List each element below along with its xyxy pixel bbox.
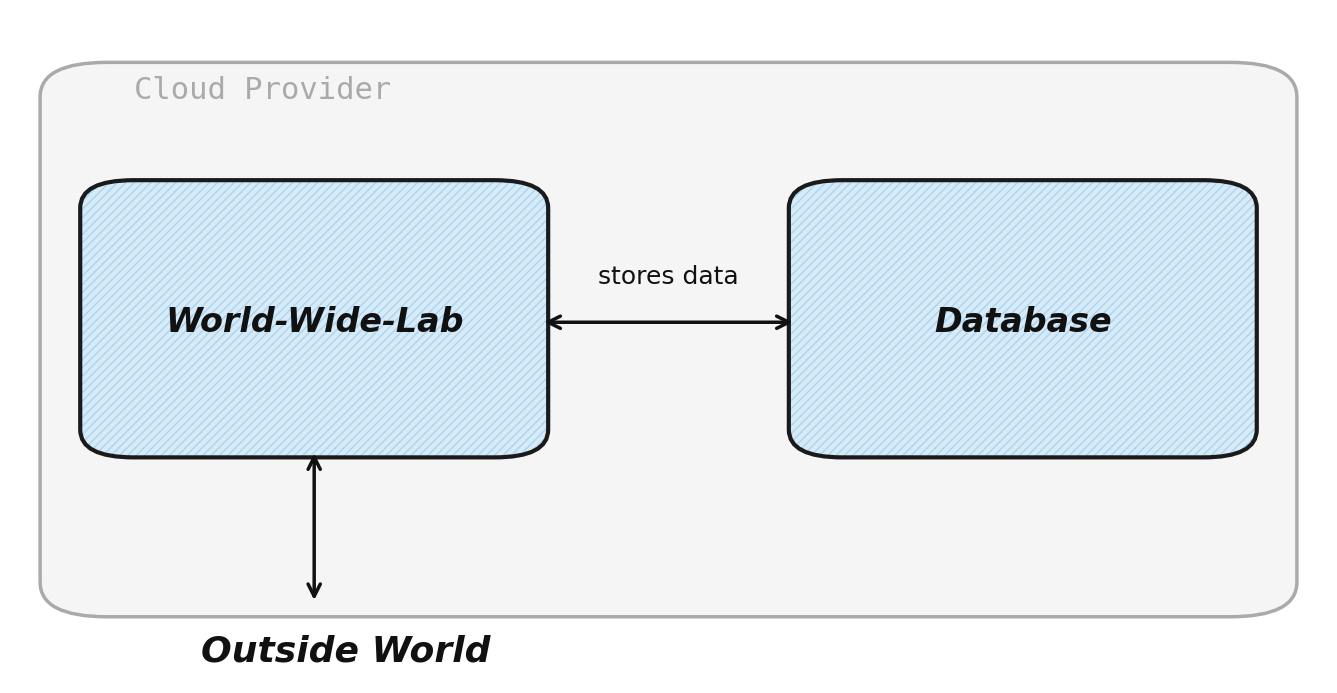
Text: Cloud Provider: Cloud Provider xyxy=(134,76,390,105)
FancyBboxPatch shape xyxy=(40,62,1297,617)
Text: World-Wide-Lab: World-Wide-Lab xyxy=(164,306,464,339)
FancyBboxPatch shape xyxy=(80,180,548,457)
Text: Outside World: Outside World xyxy=(201,634,491,669)
Text: Database: Database xyxy=(935,306,1111,339)
FancyBboxPatch shape xyxy=(789,180,1257,457)
Text: stores data: stores data xyxy=(598,265,739,289)
